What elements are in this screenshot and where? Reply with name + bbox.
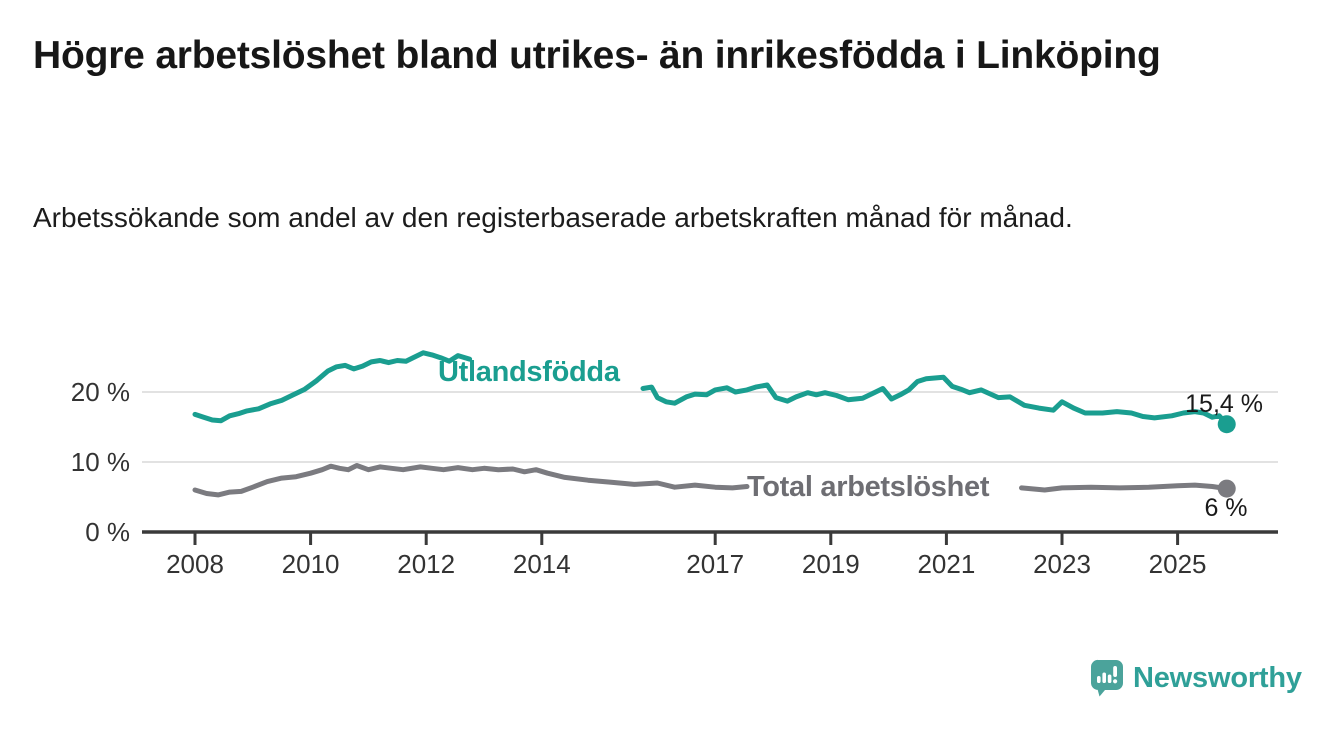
unemployment-line-chart: 2008 2010 2012 2014 2017 2019 2021 2023 2025 0 % 1… bbox=[71, 350, 1278, 579]
series-label-total-arbetsloshet: Total arbetslöshet bbox=[747, 471, 990, 503]
series-label-utlandsfodda-backdrop bbox=[436, 356, 623, 388]
x-tick-label-2008: 2008 bbox=[166, 549, 224, 579]
x-tick-label-2021: 2021 bbox=[917, 549, 975, 579]
series-line-total-arbetsloshet-segment-1 bbox=[192, 463, 750, 498]
series-line-total-arbetsloshet bbox=[192, 463, 1236, 498]
page-title: Högre arbetslöshet bland utrikes- än inr… bbox=[33, 34, 1161, 77]
y-tick-label-10: 10 % bbox=[71, 447, 130, 477]
newsworthy-logo: Newsworthy bbox=[1090, 659, 1302, 697]
y-axis: 0 % 10 % 20 % bbox=[71, 377, 130, 547]
series-label-utlandsfodda: Utlandsfödda bbox=[438, 356, 621, 388]
x-tick-label-2017: 2017 bbox=[686, 549, 744, 579]
newsworthy-logo-icon bbox=[1091, 659, 1123, 697]
x-tick-label-2025: 2025 bbox=[1149, 549, 1207, 579]
x-axis: 2008 2010 2012 2014 2017 2019 2021 2023 2025 bbox=[142, 530, 1278, 579]
series-line-utlandsfodda-end-dot bbox=[1217, 415, 1236, 434]
end-value-utlandsfodda: 15,4 % bbox=[1185, 390, 1263, 418]
series-labels: Utlandsfödda Total arbetslöshet bbox=[436, 356, 992, 503]
y-tick-label-0: 0 % bbox=[85, 517, 130, 547]
end-value-total-arbetsloshet: 6 % bbox=[1204, 494, 1247, 522]
series-line-utlandsfodda bbox=[192, 350, 1236, 434]
series-line-utlandsfodda-segment-2 bbox=[640, 374, 1230, 427]
page-subtitle: Arbetssökande som andel av den registerb… bbox=[33, 202, 1073, 233]
x-tick-label-2010: 2010 bbox=[282, 549, 340, 579]
series-label-total-arbetsloshet-backdrop bbox=[745, 471, 992, 503]
x-tick-label-2012: 2012 bbox=[397, 549, 455, 579]
x-tick-label-2019: 2019 bbox=[802, 549, 860, 579]
end-value-annotations: 15,4 % 6 % bbox=[1185, 390, 1263, 522]
gridlines bbox=[142, 391, 1278, 463]
series-line-utlandsfodda-segment-1 bbox=[192, 350, 473, 424]
x-tick-label-2023: 2023 bbox=[1033, 549, 1091, 579]
y-tick-label-20: 20 % bbox=[71, 377, 130, 407]
series-line-total-arbetsloshet-segment-2 bbox=[1019, 482, 1230, 493]
series-line-total-arbetsloshet-end-dot bbox=[1217, 479, 1236, 498]
newsworthy-logo-text: Newsworthy bbox=[1133, 661, 1302, 694]
x-tick-label-2014: 2014 bbox=[513, 549, 571, 579]
